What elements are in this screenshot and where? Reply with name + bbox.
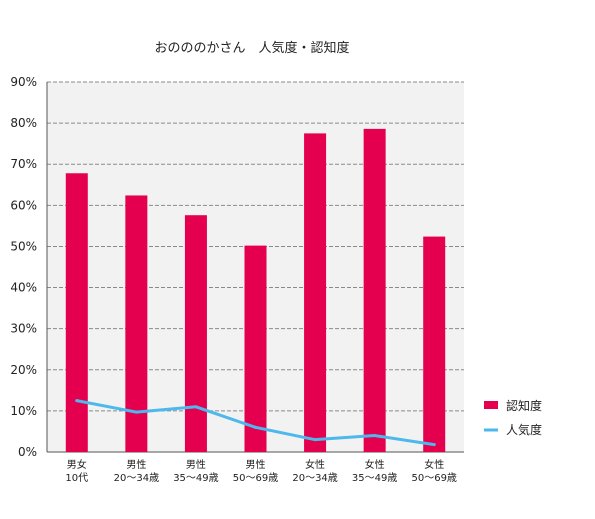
x-tick-label: 男性 50〜69歳 [233, 458, 278, 484]
x-tick-label-line: 35〜49歳 [173, 472, 218, 484]
y-tick-label: 70% [10, 157, 37, 171]
x-tick-label-line: 女性 [305, 458, 325, 471]
line-point [75, 399, 79, 403]
line-point [432, 443, 436, 447]
x-tick-label-line: 女性 [365, 458, 385, 471]
x-tick-label: 女性 20〜34歳 [292, 458, 337, 484]
y-tick-label: 60% [10, 198, 37, 212]
x-tick-label-line: 50〜69歳 [233, 472, 278, 484]
line-point [254, 425, 257, 429]
line-point [373, 434, 377, 438]
y-tick-label: 30% [10, 322, 37, 336]
x-tick-label-line: 男性 [246, 458, 266, 471]
legend-label: 人気度 [506, 422, 542, 437]
bar [363, 128, 386, 452]
x-tick-label-line: 男女 [67, 458, 87, 471]
x-tick-label-line: 10代 [65, 472, 88, 484]
legend-swatch [484, 401, 498, 409]
bar [304, 133, 327, 452]
x-tick-label-line: 男性 [186, 458, 206, 471]
y-tick-label: 20% [10, 363, 37, 377]
bar [244, 245, 267, 452]
legend-label: 認知度 [506, 398, 542, 413]
y-tick-label: 0% [18, 445, 37, 459]
x-tick-label: 男女 10代 [65, 458, 88, 484]
bar [65, 173, 88, 452]
line-point [134, 410, 138, 414]
bar [125, 195, 148, 452]
bar [423, 236, 446, 452]
x-tick-label-line: 50〜69歳 [411, 472, 456, 484]
y-tick-label: 40% [10, 281, 37, 295]
chart-title: おのののかさん 人気度・認知度 [154, 40, 349, 56]
line-point [313, 438, 317, 442]
x-tick-label-line: 20〜34歳 [114, 472, 159, 484]
y-tick-label: 10% [10, 404, 37, 418]
x-tick-label: 女性 35〜49歳 [352, 458, 397, 484]
x-tick-label: 男性 20〜34歳 [114, 458, 159, 484]
x-tick-label-line: 女性 [424, 458, 444, 471]
bar [184, 215, 207, 452]
x-tick-label: 女性 50〜69歳 [411, 458, 456, 484]
y-tick-label: 90% [10, 75, 37, 89]
x-tick-label: 男性 35〜49歳 [173, 458, 218, 484]
y-tick-label: 80% [10, 116, 37, 130]
x-tick-label-line: 20〜34歳 [292, 472, 337, 484]
y-tick-label: 50% [10, 239, 37, 253]
line-point [194, 405, 198, 409]
x-tick-label-line: 35〜49歳 [352, 472, 397, 484]
x-tick-label-line: 男性 [126, 458, 146, 471]
